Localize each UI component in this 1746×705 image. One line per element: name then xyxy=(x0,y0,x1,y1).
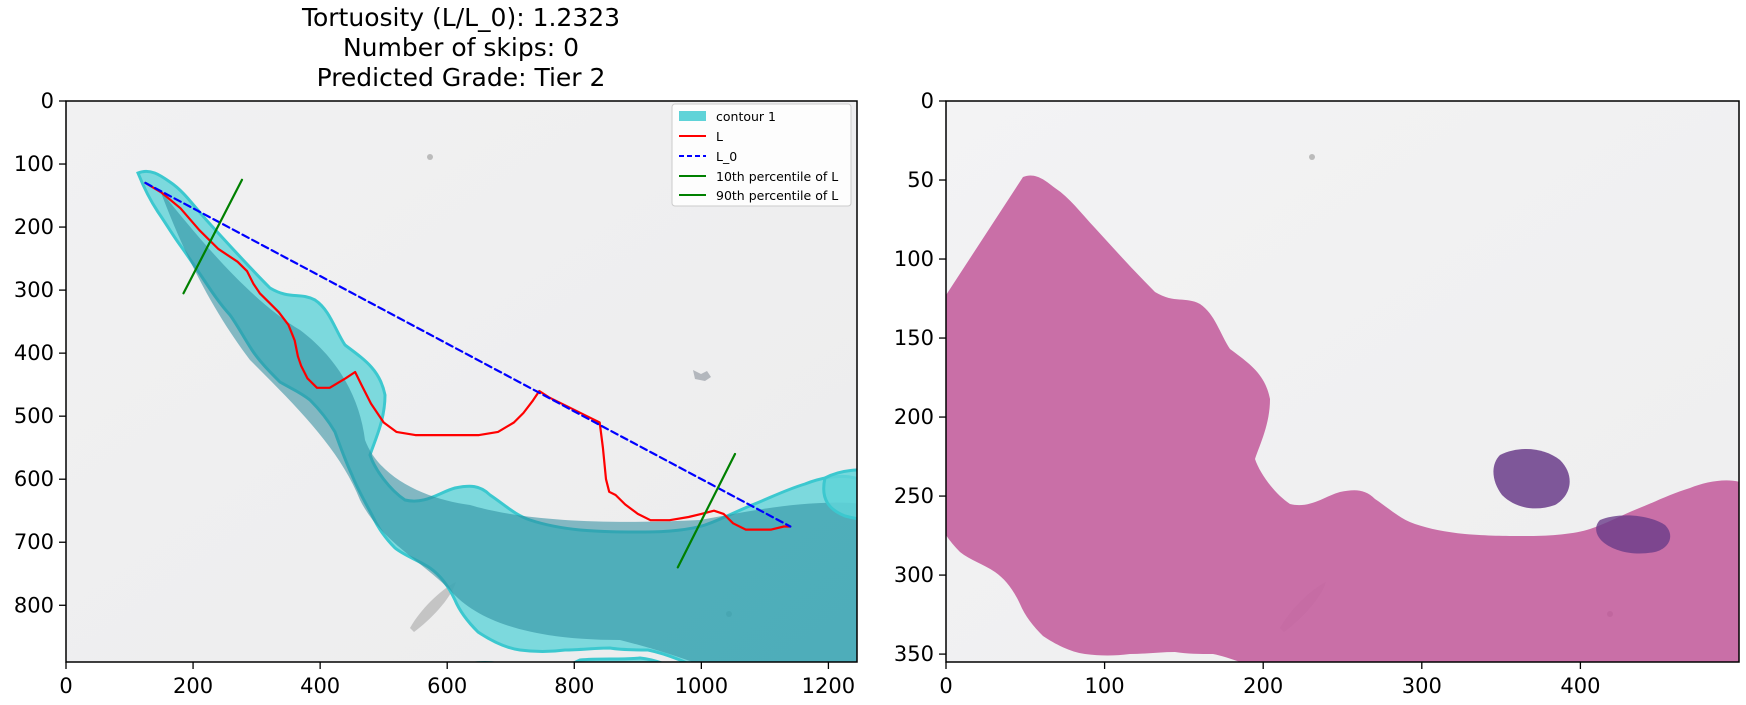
left-xtick-label: 1200 xyxy=(802,674,855,698)
he-tissue-dark-2 xyxy=(1596,515,1671,554)
left-ytick-label: 700 xyxy=(14,530,54,554)
right-xtick-label: 0 xyxy=(939,674,952,698)
series-p10-line xyxy=(182,178,244,295)
left-series xyxy=(144,178,792,569)
left-ytick-label: 100 xyxy=(14,152,54,176)
right-ytick-label: 250 xyxy=(894,484,934,508)
right-xtick-label: 300 xyxy=(1402,674,1442,698)
left-xtick-label: 200 xyxy=(173,674,213,698)
legend-frame xyxy=(671,103,852,207)
right-ytick-label: 0 xyxy=(921,89,934,113)
left-ytick-label: 400 xyxy=(14,341,54,365)
he-tissue-main xyxy=(946,175,1739,662)
legend: contour 1 L L_0 10th percentile of L 90t… xyxy=(671,103,852,207)
right-ytick-label: 50 xyxy=(907,168,934,192)
legend-swatch-contour xyxy=(679,111,706,121)
title-line-skips: Number of skips: 0 xyxy=(343,33,579,62)
left-panel: Tortuosity (L/L_0): 1.2323 Number of ski… xyxy=(14,3,858,698)
right-panel: 0 100 200 300 400 0 50 100 150 200 250 300 350 xyxy=(894,89,1740,698)
left-axes-frame xyxy=(65,100,858,663)
legend-label-p90: 90th percentile of L xyxy=(716,188,838,203)
left-ytick-label: 800 xyxy=(14,593,54,617)
left-xtick-label: 800 xyxy=(554,674,594,698)
series-L-line xyxy=(144,181,792,531)
right-axes-frame xyxy=(945,100,1740,663)
contour-1-overlay xyxy=(136,169,857,662)
left-ytick-label: 600 xyxy=(14,467,54,491)
he-tissue xyxy=(946,175,1739,662)
he-tissue-dark xyxy=(1493,448,1570,509)
left-title: Tortuosity (L/L_0): 1.2323 Number of ski… xyxy=(301,3,620,92)
right-ticks: 0 100 200 300 400 0 50 100 150 200 250 300 350 xyxy=(894,89,1601,698)
left-xtick-label: 0 xyxy=(59,674,72,698)
left-ytick-label: 500 xyxy=(14,404,54,428)
legend-label-contour: contour 1 xyxy=(716,109,776,124)
left-xtick-label: 400 xyxy=(300,674,340,698)
left-xtick-label: 600 xyxy=(427,674,467,698)
right-xtick-label: 400 xyxy=(1560,674,1600,698)
left-xtick-label: 1000 xyxy=(675,674,728,698)
left-ytick-label: 200 xyxy=(14,215,54,239)
right-xtick-label: 200 xyxy=(1243,674,1283,698)
contour-1-upper-lobe xyxy=(822,468,857,521)
series-L0-line xyxy=(144,181,792,528)
legend-label-L: L xyxy=(716,129,723,144)
left-ytick-label: 300 xyxy=(14,278,54,302)
title-line-grade: Predicted Grade: Tier 2 xyxy=(317,63,606,92)
right-ytick-label: 200 xyxy=(894,405,934,429)
contour-1-inner xyxy=(160,190,857,662)
right-ytick-label: 100 xyxy=(894,247,934,271)
legend-label-p10: 10th percentile of L xyxy=(716,169,838,184)
right-slide-speck xyxy=(1309,154,1315,160)
contour-1-lower-lobe xyxy=(470,656,664,662)
right-xtick-label: 100 xyxy=(1085,674,1125,698)
left-slide-fragment xyxy=(693,370,711,381)
right-ytick-label: 150 xyxy=(894,326,934,350)
left-ticks: 0 200 400 600 800 1000 1200 0 100 200 300 400 500 600… xyxy=(14,89,855,698)
left-ytick-label: 0 xyxy=(41,89,54,113)
legend-label-L0: L_0 xyxy=(716,149,737,164)
left-slide-speck xyxy=(427,154,433,160)
left-slide-smudge xyxy=(410,582,456,632)
right-ytick-label: 350 xyxy=(894,642,934,666)
title-line-tortuosity: Tortuosity (L/L_0): 1.2323 xyxy=(301,3,620,32)
series-p90-line xyxy=(676,452,737,569)
right-ytick-label: 300 xyxy=(894,563,934,587)
